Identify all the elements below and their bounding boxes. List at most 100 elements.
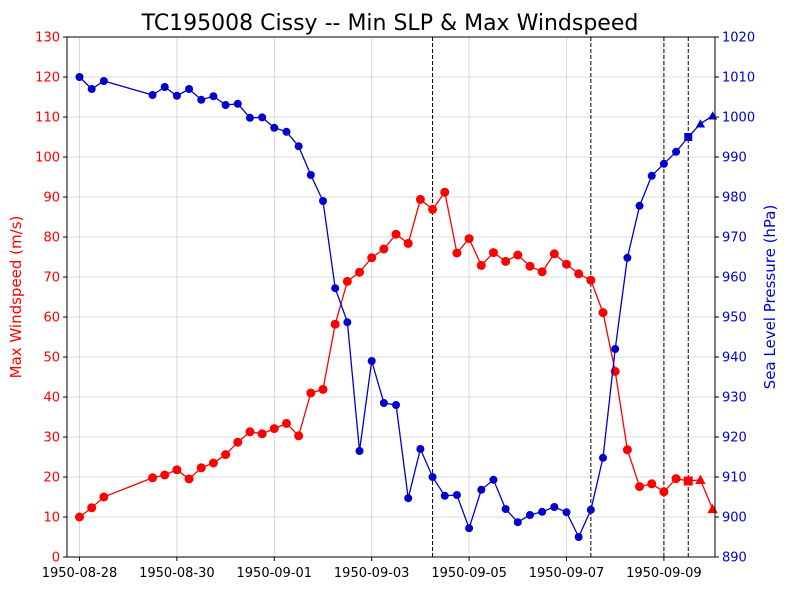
data-point bbox=[513, 518, 522, 527]
y-tick-label-left: 30 bbox=[43, 431, 60, 446]
y-tick-label-left: 70 bbox=[43, 271, 60, 286]
x-tick-label: 1950-09-05 bbox=[431, 566, 507, 581]
y-tick-label-left: 80 bbox=[43, 231, 60, 246]
data-point bbox=[465, 524, 474, 533]
data-point bbox=[659, 487, 669, 497]
data-point-square bbox=[684, 133, 693, 141]
data-point bbox=[464, 234, 474, 244]
y-tick-label-left: 40 bbox=[43, 391, 60, 406]
data-point bbox=[549, 249, 559, 259]
y-tick-label-left: 10 bbox=[43, 511, 60, 526]
data-point bbox=[379, 244, 389, 254]
data-point bbox=[172, 91, 181, 100]
data-point bbox=[501, 505, 510, 513]
data-point bbox=[659, 159, 668, 168]
x-tick-label: 1950-09-07 bbox=[529, 566, 605, 581]
data-point bbox=[318, 384, 328, 394]
data-point bbox=[452, 248, 462, 258]
data-point bbox=[635, 482, 645, 492]
data-point bbox=[184, 474, 194, 484]
series bbox=[75, 73, 718, 541]
data-point bbox=[282, 127, 291, 136]
data-point bbox=[562, 508, 571, 517]
data-point bbox=[99, 77, 108, 85]
y-tick-label-right: 1010 bbox=[722, 71, 755, 86]
y-tick-label-right: 930 bbox=[722, 391, 747, 406]
data-point bbox=[513, 250, 523, 260]
data-point bbox=[208, 458, 218, 468]
data-point bbox=[233, 99, 242, 108]
y-tick-label-left: 100 bbox=[35, 151, 60, 166]
data-point bbox=[294, 431, 304, 441]
data-point bbox=[197, 95, 206, 104]
data-point bbox=[452, 491, 461, 499]
data-point bbox=[331, 284, 340, 293]
x-tick-label: 1950-08-30 bbox=[139, 566, 215, 581]
data-point bbox=[196, 463, 206, 473]
data-point bbox=[489, 475, 498, 484]
y-tick-label-right: 920 bbox=[722, 431, 747, 446]
data-point bbox=[647, 171, 656, 180]
data-point bbox=[379, 399, 388, 407]
plot-frame bbox=[66, 36, 716, 558]
data-point bbox=[294, 142, 303, 151]
data-point bbox=[525, 261, 535, 271]
data-point bbox=[355, 447, 364, 455]
axes: 1950-08-28 1950-08-30 1950-09-01 1950-09-03… bbox=[35, 31, 755, 582]
x-tick-label: 1950-09-03 bbox=[334, 566, 410, 581]
data-point bbox=[428, 204, 438, 214]
data-point bbox=[392, 401, 401, 409]
data-point bbox=[537, 267, 547, 277]
y-axis-label-left: Max Windspeed (m/s) bbox=[7, 216, 25, 379]
data-point bbox=[367, 357, 376, 365]
data-point bbox=[160, 470, 170, 480]
data-point bbox=[257, 429, 267, 439]
data-point bbox=[148, 91, 157, 99]
data-point-triangle bbox=[695, 119, 706, 128]
data-point bbox=[477, 485, 486, 494]
data-point bbox=[148, 473, 158, 483]
data-point bbox=[635, 201, 644, 210]
data-point bbox=[221, 450, 231, 460]
data-point bbox=[525, 511, 534, 519]
data-point bbox=[342, 276, 352, 286]
data-point bbox=[586, 505, 595, 514]
data-point bbox=[598, 308, 608, 318]
data-point bbox=[281, 418, 291, 428]
data-point bbox=[440, 187, 450, 197]
y-tick-label-right: 980 bbox=[722, 191, 747, 206]
y-tick-label-right: 1000 bbox=[722, 111, 755, 126]
y-tick-label-left: 120 bbox=[35, 71, 60, 86]
y-tick-label-left: 90 bbox=[43, 191, 60, 206]
data-point bbox=[404, 494, 413, 503]
data-point bbox=[269, 424, 279, 434]
data-point bbox=[209, 92, 218, 101]
chart-title: TC195008 Cissy -- Min SLP & Max Windspee… bbox=[141, 11, 639, 36]
y-tick-label-right: 900 bbox=[722, 511, 747, 526]
data-point bbox=[172, 465, 182, 475]
data-point bbox=[160, 83, 169, 91]
series-pressure bbox=[75, 73, 718, 541]
y-tick-label-left: 110 bbox=[35, 111, 60, 126]
data-point bbox=[672, 147, 681, 156]
data-point bbox=[622, 445, 632, 455]
data-point-triangle bbox=[695, 474, 706, 484]
data-point bbox=[245, 427, 255, 437]
y-tick-label-left: 0 bbox=[52, 551, 60, 566]
data-point bbox=[538, 507, 547, 516]
data-point bbox=[550, 503, 559, 511]
data-point bbox=[306, 388, 316, 398]
data-point bbox=[416, 445, 425, 453]
data-point bbox=[488, 248, 498, 258]
y-tick-label-right: 890 bbox=[722, 551, 747, 566]
data-point bbox=[221, 101, 230, 109]
data-point bbox=[574, 533, 583, 541]
data-point bbox=[391, 229, 401, 239]
data-point-square bbox=[683, 476, 693, 486]
data-point bbox=[599, 453, 608, 462]
data-point bbox=[415, 194, 425, 204]
x-tick-label: 1950-08-28 bbox=[42, 566, 118, 581]
data-point bbox=[403, 238, 413, 248]
data-point bbox=[343, 318, 352, 327]
